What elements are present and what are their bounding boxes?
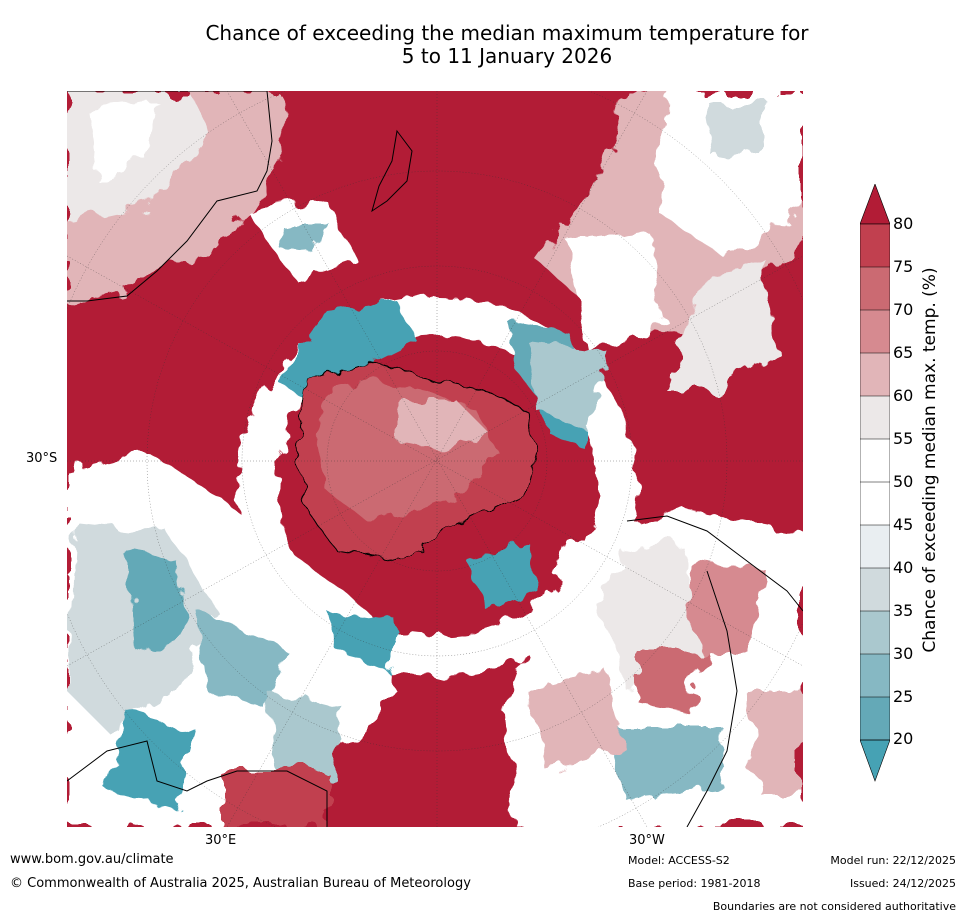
disclaimer-text: Boundaries are not considered authoritat…: [712, 900, 956, 913]
africa-coastline: [67, 740, 328, 827]
colorbar-60-65: [860, 353, 890, 396]
antarctica: [296, 360, 538, 562]
south-america-coastline: [626, 515, 803, 827]
colorbar-below-20: [860, 739, 890, 782]
colorbar-tick: 35: [893, 601, 914, 620]
south-america-pacific-region: [537, 91, 803, 391]
model-text: Model: ACCESS-S2: [628, 854, 730, 867]
australia-region: [67, 91, 357, 306]
model-run-text: Model run: 22/12/2025: [830, 854, 956, 867]
colorbar-tick: 40: [893, 558, 914, 577]
colorbar-tick: 80: [893, 214, 914, 233]
colorbar-75-80: [860, 224, 890, 267]
forecast-map-canvas: [67, 91, 803, 827]
colorbar: [860, 184, 890, 782]
issued-text: Issued: 24/12/2025: [849, 877, 956, 890]
colorbar-45-50: [860, 482, 890, 525]
colorbar-70-75: [860, 267, 890, 310]
base-period-text: Base period: 1981-2018: [628, 877, 761, 890]
colorbar-tick: 45: [893, 515, 914, 534]
colorbar-20-25: [860, 697, 890, 740]
lon-label-30w: 30°W: [629, 833, 665, 848]
website-link[interactable]: www.bom.gov.au/climate: [10, 852, 174, 867]
colorbar-55-60: [860, 396, 890, 439]
graticule: [67, 91, 803, 827]
map-title-line2: 5 to 11 January 2026: [401, 44, 613, 68]
forecast-map[interactable]: [67, 91, 803, 827]
colorbar-tick: 60: [893, 386, 914, 405]
australia-coastline: [67, 91, 273, 302]
colorbar-35-40: [860, 568, 890, 611]
colorbar-tick: 20: [893, 729, 914, 748]
colorbar-50-55: [860, 439, 890, 482]
colorbar-tick: 75: [893, 257, 914, 276]
colorbar-above-80: [860, 184, 890, 225]
colorbar-tick: 30: [893, 644, 914, 663]
colorbar-tick: 65: [893, 343, 914, 362]
africa-indian-ocean-region: [67, 451, 397, 827]
colorbar-tick: 25: [893, 687, 914, 706]
new-zealand: [371, 129, 413, 213]
lat-label-30s: 30°S: [26, 451, 58, 466]
map-title-line1: Chance of exceeding the median maximum t…: [205, 21, 809, 45]
copyright-text: © Commonwealth of Australia 2025, Austra…: [10, 876, 471, 891]
colorbar-40-45: [860, 525, 890, 568]
map-title: Chance of exceeding the median maximum t…: [0, 22, 965, 68]
colorbar-label: Chance of exceeding median max. temp. (%…: [920, 267, 940, 653]
lon-label-30e: 30°E: [205, 833, 237, 848]
colorbar-25-30: [860, 654, 890, 697]
colorbar-30-35: [860, 611, 890, 654]
colorbar-tick: 55: [893, 429, 914, 448]
colorbar-65-70: [860, 310, 890, 353]
colorbar-tick: 70: [893, 300, 914, 319]
colorbar-tick: 50: [893, 472, 914, 491]
